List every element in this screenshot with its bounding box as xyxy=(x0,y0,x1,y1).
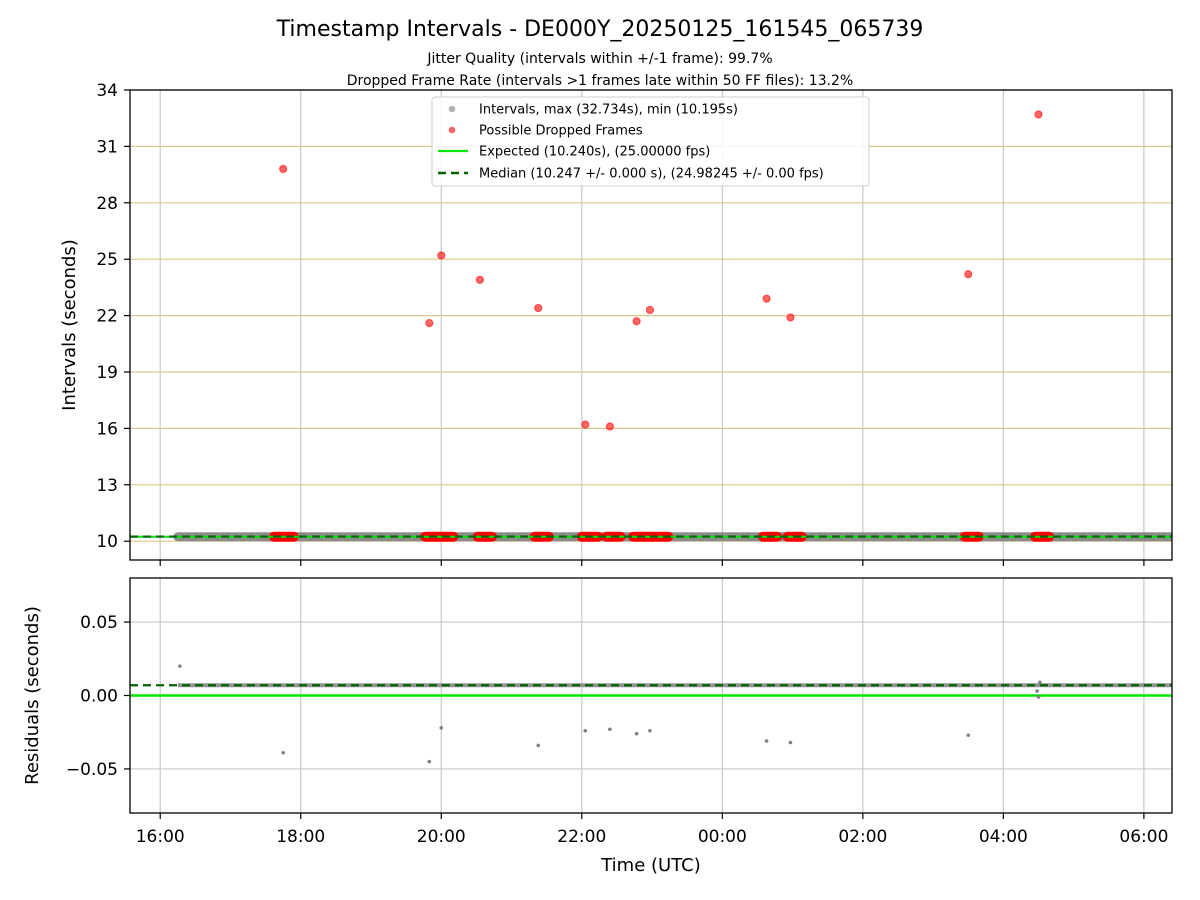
residual-point xyxy=(439,726,444,730)
chart-subtitle-jitter: Jitter Quality (intervals within +/-1 fr… xyxy=(426,51,772,67)
intervals-axes-frame xyxy=(129,89,1173,561)
legend-entry: Intervals, max (32.734s), min (10.195s) xyxy=(479,103,738,118)
chart-subtitle-dropped: Dropped Frame Rate (intervals >1 frames … xyxy=(347,73,854,89)
x-tick-label: 16:00 xyxy=(136,827,185,847)
residual-point xyxy=(427,759,432,764)
residual-point xyxy=(1035,689,1039,693)
residual-point xyxy=(1038,680,1042,685)
legend: Intervals, max (32.734s), min (10.195s) P… xyxy=(431,96,870,187)
legend-entry: Median (10.247 +/- 0.000 s), (24.98245 +… xyxy=(479,167,824,182)
residual-point xyxy=(764,739,769,743)
residual-point xyxy=(966,733,971,737)
x-tick-label: 02:00 xyxy=(838,827,887,847)
dropped-frame-point xyxy=(437,251,446,260)
intervals-plot: 10 13 16 19 22 25 28 31 34 Intervals (seconds) Int… xyxy=(59,81,1173,566)
residual-point xyxy=(634,731,639,736)
dropped-frame-point xyxy=(762,294,771,303)
residual-point xyxy=(648,728,652,733)
y-axis-label: Residuals (seconds) xyxy=(22,606,43,785)
x-tick-label: 18:00 xyxy=(276,827,325,847)
dropped-frame-point xyxy=(475,275,485,284)
y-axis-label: Intervals (seconds) xyxy=(59,239,80,411)
residuals-data xyxy=(130,664,1172,764)
dropped-frame-point xyxy=(632,317,641,326)
y-tick-label: −0.05 xyxy=(66,760,118,780)
dropped-frame-point xyxy=(581,420,590,429)
y-tick-label: 13 xyxy=(96,476,118,496)
legend-marker-intervals xyxy=(448,105,456,113)
y-tick-label: 19 xyxy=(96,363,118,383)
x-axis-label: Time (UTC) xyxy=(600,855,701,876)
legend-marker-dropped xyxy=(448,126,456,134)
legend-entry: Expected (10.240s), (25.00000 fps) xyxy=(479,145,710,160)
dropped-frame-point xyxy=(645,305,655,315)
y-tick-label: 25 xyxy=(96,250,118,270)
dropped-frame-point xyxy=(279,164,288,174)
y-tick-label: 16 xyxy=(96,419,118,439)
residuals-plot: −0.05 0.00 0.05 16:00 18:00 20:00 22:00 00:00 02… xyxy=(22,577,1173,876)
y-tick-label: 0.05 xyxy=(80,613,118,633)
x-tick-label: 04:00 xyxy=(979,827,1028,847)
dropped-frame-point xyxy=(534,303,543,313)
dropped-frame-point xyxy=(964,270,973,279)
dropped-frame-point xyxy=(605,422,614,431)
legend-box xyxy=(431,96,870,187)
x-tick-label: 20:00 xyxy=(417,827,466,847)
chart-title: Timestamp Intervals - DE000Y_20250125_16… xyxy=(276,17,924,42)
x-tick-label: 00:00 xyxy=(698,827,747,847)
dropped-frame-point xyxy=(786,313,795,322)
legend-entry: Possible Dropped Frames xyxy=(479,124,643,139)
residual-point xyxy=(1036,695,1041,699)
y-tick-label: 22 xyxy=(96,307,118,327)
residual-point xyxy=(536,743,541,748)
y-tick-label: 34 xyxy=(96,81,118,101)
residual-point xyxy=(788,740,793,745)
y-tick-label: 28 xyxy=(96,194,118,214)
x-tick-label: 22:00 xyxy=(557,827,606,847)
intervals-data xyxy=(130,110,1172,542)
dropped-frame-point xyxy=(1034,110,1043,119)
y-tick-label: 0.00 xyxy=(80,687,118,707)
y-tick-label: 31 xyxy=(96,137,118,157)
residual-point xyxy=(178,664,182,668)
dropped-frame-point xyxy=(425,319,434,328)
x-tick-label: 06:00 xyxy=(1119,827,1168,847)
y-tick-label: 10 xyxy=(96,532,118,552)
residual-point xyxy=(281,750,285,755)
residual-point xyxy=(583,728,588,733)
residual-point xyxy=(608,727,612,732)
